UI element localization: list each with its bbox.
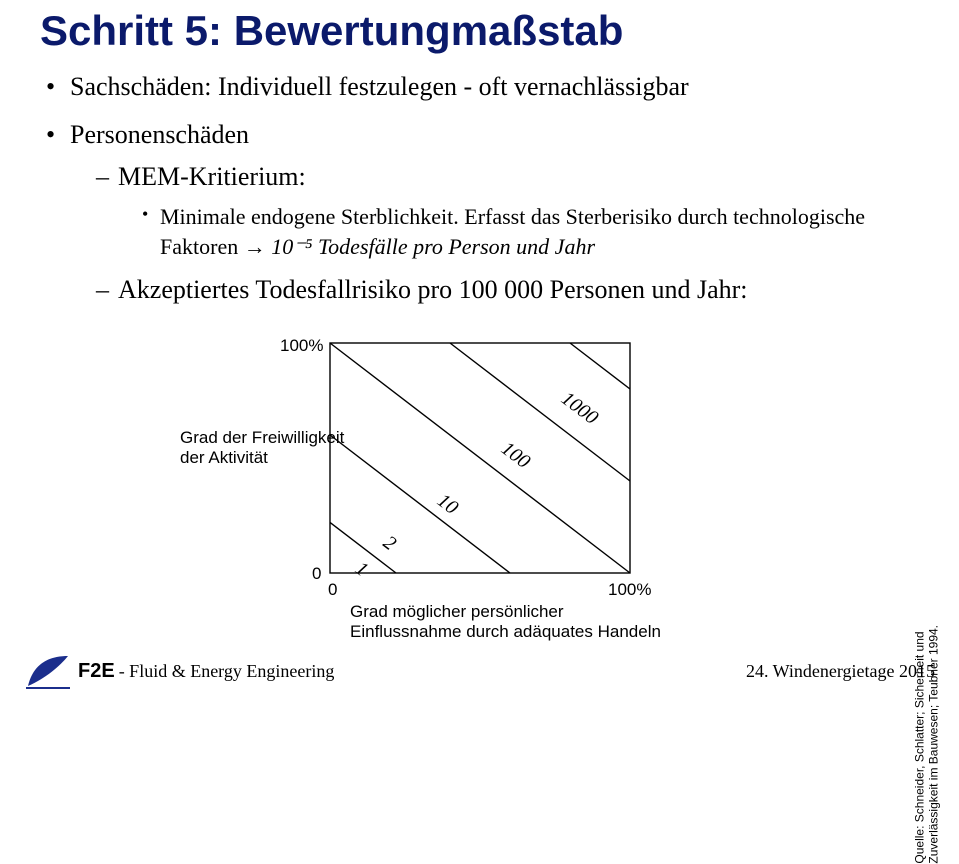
sub-bullet-item: MEM-Kritierium: Minimale endogene Sterbl…	[96, 162, 919, 261]
x-axis-label-1: Grad möglicher persönlicher	[350, 602, 564, 621]
subsub-bullet-list: Minimale endogene Sterblichkeit. Erfasst…	[118, 202, 919, 261]
footer: F2E - Fluid & Energy Engineering 24. Win…	[0, 649, 959, 693]
bullet-text: Sachschäden: Individuell festzulegen - o…	[70, 72, 689, 101]
risk-chart-svg: 1 2 10 100 1000 100% 0 0 100% Grad der F…	[180, 323, 820, 643]
page-title: Schritt 5: Bewertungmaßstab	[40, 10, 919, 52]
iso-label-100: 100	[497, 438, 534, 474]
footer-left: F2E - Fluid & Energy Engineering	[24, 652, 334, 690]
x-tick-100: 100%	[608, 580, 651, 599]
bullet-item: Personenschäden MEM-Kritierium: Minimale…	[44, 120, 919, 305]
iso-labels: 1 2 10 100 1000	[351, 388, 602, 582]
iso-label-10: 10	[433, 490, 462, 520]
y-axis-label-1: Grad der Freiwilligkeit	[180, 428, 345, 447]
x-axis-label-2: Einflussnahme durch adäquates Handeln	[350, 622, 661, 641]
footer-brand-bold: F2E	[78, 660, 115, 683]
x-tick-0: 0	[328, 580, 337, 599]
f2e-logo	[24, 652, 72, 690]
sub-bullet-item: Akzeptiertes Todesfallrisiko pro 100 000…	[96, 275, 919, 305]
y-tick-0: 0	[312, 564, 321, 583]
footer-right: 24. Windenergietage 2015	[746, 661, 935, 682]
y-axis-label-2: der Aktivität	[180, 448, 268, 467]
sub-bullet-text: MEM-Kritierium:	[118, 162, 306, 191]
isolines	[330, 343, 630, 573]
sub-bullet-list: MEM-Kritierium: Minimale endogene Sterbl…	[70, 162, 919, 305]
slide: Schritt 5: Bewertungmaßstab Sachschäden:…	[0, 0, 959, 705]
detail-text-italic: 10⁻⁵ Todesfälle pro Person und Jahr	[271, 234, 595, 259]
footer-brand-rest: - Fluid & Energy Engineering	[119, 661, 335, 682]
bullet-list: Sachschäden: Individuell festzulegen - o…	[40, 72, 919, 305]
bullet-text: Personenschäden	[70, 120, 249, 149]
risk-chart: 1 2 10 100 1000 100% 0 0 100% Grad der F…	[180, 323, 820, 643]
iso-label-1000: 1000	[557, 388, 602, 430]
sub-bullet-text: Akzeptiertes Todesfallrisiko pro 100 000…	[118, 275, 748, 304]
y-tick-100: 100%	[280, 336, 323, 355]
iso-label-1: 1	[351, 558, 372, 582]
iso-label-2: 2	[379, 532, 400, 556]
subsub-bullet-item: Minimale endogene Sterblichkeit. Erfasst…	[142, 202, 919, 261]
bullet-item: Sachschäden: Individuell festzulegen - o…	[44, 72, 919, 102]
